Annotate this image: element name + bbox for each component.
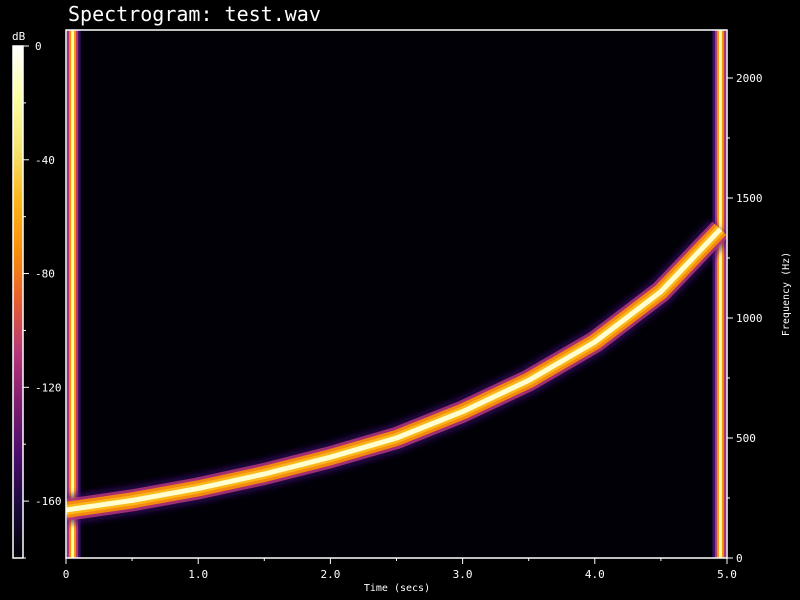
colorbar-tick-label: -160 bbox=[35, 495, 62, 508]
frequency-sweep bbox=[66, 218, 727, 525]
x-tick-label: 5.0 bbox=[717, 568, 737, 581]
y-tick-label: 0 bbox=[736, 552, 743, 565]
colorbar-tick-label: 0 bbox=[35, 40, 42, 53]
colorbar-ticks: 0 -40 -80 -120 -160 bbox=[23, 40, 62, 559]
colorbar-label: dB bbox=[12, 30, 26, 43]
colorbar-tick-label: -40 bbox=[35, 154, 55, 167]
colorbar bbox=[12, 45, 24, 559]
y-tick-label: 1000 bbox=[736, 312, 763, 325]
transient-bands bbox=[66, 30, 727, 558]
x-tick-label: 2.0 bbox=[320, 568, 340, 581]
y-tick-label: 2000 bbox=[736, 72, 763, 85]
x-tick-label: 1.0 bbox=[188, 568, 208, 581]
y-axis-ticks: 0 500 1000 1500 2000 bbox=[727, 72, 763, 565]
y-tick-label: 1500 bbox=[736, 192, 763, 205]
chart-title: Spectrogram: test.wav bbox=[68, 2, 321, 26]
x-axis-label: Time (secs) bbox=[364, 583, 430, 594]
colorbar-tick-label: -120 bbox=[35, 381, 62, 394]
transient-band bbox=[718, 30, 722, 558]
x-tick-label: 4.0 bbox=[585, 568, 605, 581]
plot-area bbox=[66, 30, 727, 558]
y-axis-label: Frequency (Hz) bbox=[781, 252, 792, 336]
x-tick-label: 0 bbox=[63, 568, 70, 581]
sweep-line bbox=[66, 227, 723, 513]
y-tick-label: 500 bbox=[736, 432, 756, 445]
x-axis-ticks: 0 1.0 2.0 3.0 4.0 5.0 bbox=[63, 558, 737, 581]
transient-band bbox=[71, 30, 75, 558]
colorbar-tick-label: -80 bbox=[35, 268, 55, 281]
x-tick-label: 3.0 bbox=[453, 568, 473, 581]
